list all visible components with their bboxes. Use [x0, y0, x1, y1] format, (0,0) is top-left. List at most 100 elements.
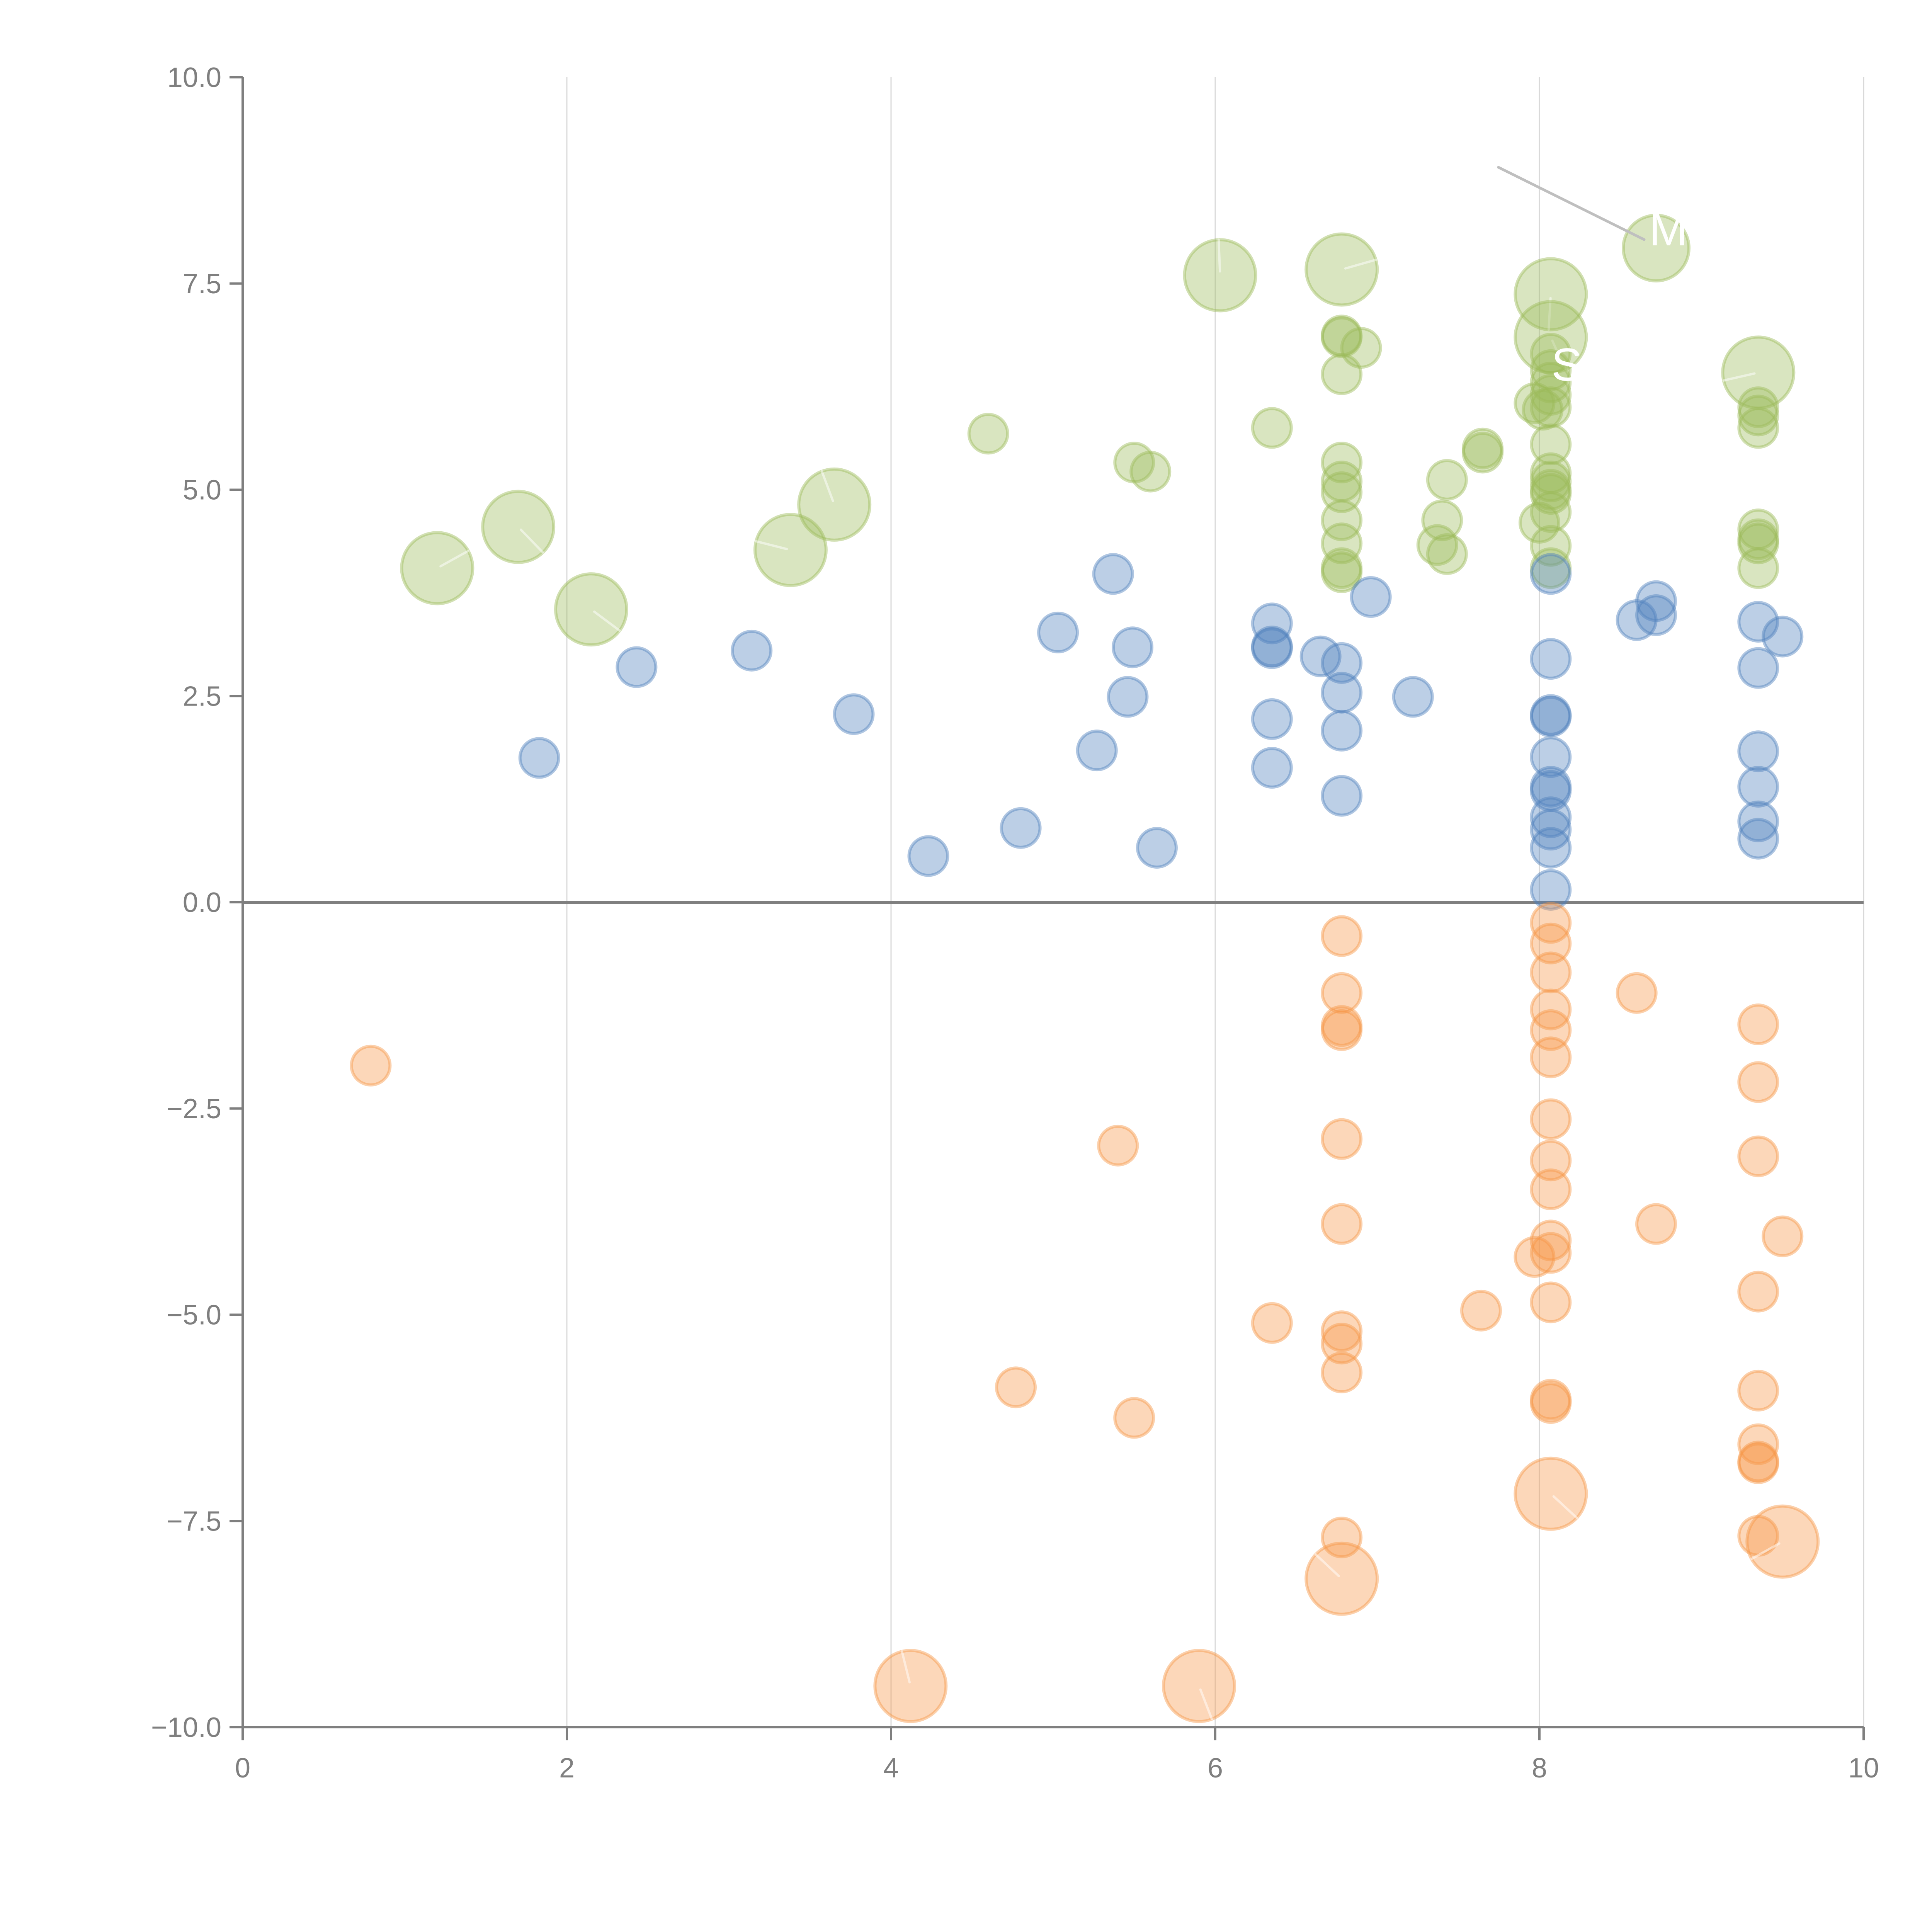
bubble-point[interactable]	[753, 513, 828, 587]
bubble-point[interactable]	[1737, 518, 1779, 560]
bubble-point[interactable]	[1635, 580, 1677, 622]
bubble-point[interactable]	[1321, 1005, 1363, 1047]
bubble-point[interactable]	[1530, 461, 1572, 503]
bubble-point[interactable]	[1530, 988, 1572, 1031]
bubble-point[interactable]	[1304, 232, 1379, 307]
bubble-point[interactable]	[1251, 626, 1293, 668]
bubble-point[interactable]	[1321, 775, 1363, 817]
bubble-point[interactable]	[1530, 423, 1572, 466]
bubble-point[interactable]	[1037, 611, 1079, 653]
bubble-point[interactable]	[1321, 1118, 1363, 1160]
bubble-point[interactable]	[1321, 672, 1363, 714]
bubble-point[interactable]	[1462, 427, 1504, 469]
bubble-point[interactable]	[1514, 300, 1588, 374]
bubble-point[interactable]	[1622, 213, 1691, 282]
bubble-point[interactable]	[797, 467, 872, 542]
bubble-point[interactable]	[1530, 1139, 1572, 1182]
bubble-point[interactable]	[1762, 1215, 1804, 1257]
bubble-point[interactable]	[1530, 1036, 1572, 1078]
bubble-point[interactable]	[1737, 818, 1779, 860]
bubble-point[interactable]	[1737, 1423, 1779, 1465]
bubble-point[interactable]	[1416, 524, 1458, 566]
bubble-point[interactable]	[1421, 499, 1463, 541]
bubble-point[interactable]	[1530, 827, 1572, 869]
bubble-point[interactable]	[1321, 316, 1363, 358]
bubble-point[interactable]	[1530, 902, 1572, 944]
bubble-point[interactable]	[1762, 616, 1804, 658]
bubble-point[interactable]	[1321, 353, 1363, 395]
bubble-point[interactable]	[1113, 442, 1155, 484]
bubble-point[interactable]	[1530, 638, 1572, 680]
bubble-point[interactable]	[1737, 522, 1779, 565]
bubble-point[interactable]	[1076, 730, 1118, 772]
bubble-point[interactable]	[1519, 502, 1560, 544]
bubble-point[interactable]	[995, 1366, 1037, 1408]
bubble-point[interactable]	[1321, 1351, 1363, 1393]
bubble-point[interactable]	[1514, 382, 1556, 424]
bubble-point[interactable]	[1530, 1232, 1572, 1274]
bubble-point[interactable]	[1737, 601, 1779, 643]
bubble-point[interactable]	[400, 531, 474, 605]
bubble-point[interactable]	[1514, 257, 1588, 332]
bubble-point[interactable]	[1321, 1009, 1363, 1051]
bubble-point[interactable]	[1530, 553, 1572, 595]
bubble-point[interactable]	[1530, 796, 1572, 838]
bubble-point[interactable]	[1092, 553, 1134, 595]
bubble-point[interactable]	[873, 1649, 948, 1723]
bubble-point[interactable]	[1113, 1397, 1155, 1439]
bubble-point[interactable]	[1514, 1236, 1556, 1278]
bubble-point[interactable]	[1460, 1289, 1502, 1332]
bubble-point[interactable]	[731, 629, 773, 672]
bubble-point[interactable]	[1530, 1219, 1572, 1262]
bubble-point[interactable]	[1321, 1516, 1363, 1558]
bubble-point[interactable]	[1321, 972, 1363, 1014]
bubble-point[interactable]	[1737, 1440, 1779, 1483]
bubble-point[interactable]	[1136, 827, 1178, 869]
bubble-point[interactable]	[1530, 525, 1572, 567]
bubble-point[interactable]	[1000, 807, 1042, 849]
bubble-point[interactable]	[1321, 471, 1363, 513]
bubble-point[interactable]	[1321, 1323, 1363, 1365]
bubble-point[interactable]	[1530, 333, 1572, 375]
bubble-point[interactable]	[1530, 386, 1572, 428]
bubble-point[interactable]	[1097, 1124, 1139, 1167]
bubble-point[interactable]	[1530, 361, 1572, 403]
bubble-point[interactable]	[1299, 635, 1342, 677]
bubble-point[interactable]	[1737, 766, 1779, 808]
bubble-point[interactable]	[1530, 469, 1572, 511]
bubble-point[interactable]	[1321, 709, 1363, 752]
bubble-point[interactable]	[1426, 459, 1468, 501]
bubble-point[interactable]	[1737, 1270, 1779, 1313]
bubble-point[interactable]	[1530, 766, 1572, 808]
bubble-point[interactable]	[518, 737, 560, 779]
bubble-point[interactable]	[1321, 315, 1363, 357]
bubble-point[interactable]	[554, 572, 628, 647]
bubble-point[interactable]	[1321, 551, 1363, 593]
bubble-point[interactable]	[350, 1044, 392, 1087]
bubble-point[interactable]	[1737, 508, 1779, 550]
bubble-point[interactable]	[1530, 491, 1572, 533]
bubble-point[interactable]	[1530, 374, 1572, 416]
bubble-point[interactable]	[1530, 1168, 1572, 1210]
bubble-point[interactable]	[1251, 747, 1293, 789]
bubble-point[interactable]	[1112, 626, 1154, 668]
bubble-point[interactable]	[616, 646, 658, 688]
bubble-point[interactable]	[1129, 451, 1172, 493]
bubble-point[interactable]	[1350, 576, 1392, 618]
bubble-point[interactable]	[1737, 1135, 1779, 1177]
bubble-point[interactable]	[967, 413, 1009, 455]
bubble-point[interactable]	[1392, 676, 1434, 718]
bubble-point[interactable]	[1321, 915, 1363, 957]
bubble-point[interactable]	[1251, 627, 1293, 669]
bubble-point[interactable]	[1530, 1379, 1572, 1421]
bubble-point[interactable]	[1530, 349, 1572, 391]
bubble-point[interactable]	[1530, 770, 1572, 812]
bubble-point[interactable]	[1321, 461, 1363, 503]
bubble-point[interactable]	[1616, 599, 1658, 641]
bubble-point[interactable]	[1321, 522, 1363, 565]
bubble-point[interactable]	[1737, 1003, 1779, 1045]
bubble-point[interactable]	[1737, 1061, 1779, 1103]
bubble-point[interactable]	[1522, 389, 1564, 431]
bubble-point[interactable]	[1737, 730, 1779, 772]
bubble-point[interactable]	[1162, 1649, 1236, 1723]
